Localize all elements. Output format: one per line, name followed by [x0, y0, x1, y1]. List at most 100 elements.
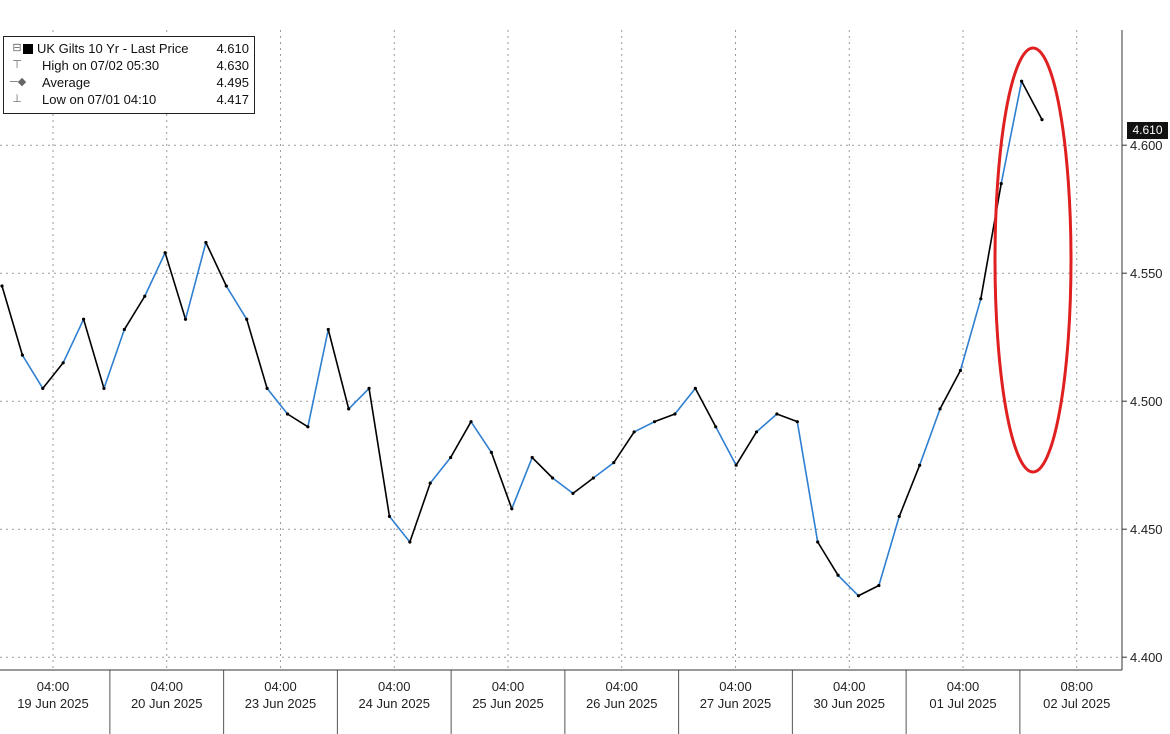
data-point: [714, 425, 718, 429]
x-tick-time: 04:00: [378, 679, 411, 694]
x-tick-date: 23 Jun 2025: [245, 696, 317, 711]
series-segment: [490, 452, 513, 509]
series-segment: [918, 408, 941, 466]
data-point: [591, 476, 595, 480]
legend-average-label: Average: [42, 75, 91, 90]
data-point: [163, 251, 167, 255]
series-segment: [1000, 81, 1023, 184]
average-marker-icon: ─◆: [10, 76, 27, 88]
series-segment: [837, 574, 860, 597]
data-point: [734, 463, 738, 467]
data-point: [632, 430, 636, 434]
data-point: [245, 317, 249, 321]
series-segment: [898, 464, 921, 517]
series-segment: [592, 462, 615, 479]
data-point: [143, 294, 147, 298]
series-segment: [817, 541, 839, 576]
y-tick-label: 4.550: [1130, 266, 1163, 281]
legend-high-value: 4.630: [216, 58, 249, 73]
series-segment: [1, 285, 24, 356]
series-segment: [654, 413, 676, 423]
series-segment: [572, 477, 594, 494]
series-segment: [144, 252, 166, 297]
last-price-badge: 4.610: [1127, 122, 1168, 139]
x-tick-time: 04:00: [947, 679, 980, 694]
series-segment: [287, 413, 309, 428]
series-segment: [348, 387, 370, 410]
series-segment: [307, 329, 330, 427]
data-point: [265, 386, 269, 390]
highlight-ellipse: [993, 46, 1073, 474]
legend-low-value: 4.417: [216, 92, 249, 107]
x-tick-time: 04:00: [833, 679, 866, 694]
series-segment: [613, 431, 635, 464]
data-point: [979, 297, 983, 301]
expand-icon[interactable]: ⊟: [12, 42, 22, 54]
series-segment: [21, 354, 44, 389]
x-tick-time: 08:00: [1060, 679, 1093, 694]
series-segment: [1020, 80, 1043, 120]
data-point: [999, 182, 1003, 186]
series-segment: [368, 388, 391, 517]
data-point: [877, 583, 881, 588]
series-segment: [164, 252, 187, 320]
data-point: [652, 420, 657, 424]
series-segment: [245, 319, 268, 389]
series-segment: [470, 421, 493, 453]
data-point: [673, 412, 677, 416]
series-segment: [388, 515, 411, 543]
data-point: [204, 240, 208, 245]
x-tick-date: 24 Jun 2025: [358, 696, 430, 711]
x-tick-time: 04:00: [264, 679, 297, 694]
x-tick-date: 25 Jun 2025: [472, 696, 544, 711]
x-tick-date: 27 Jun 2025: [700, 696, 772, 711]
series-segment: [184, 242, 207, 320]
legend-title: UK Gilts 10 Yr - Last Price: [37, 41, 189, 56]
series-segment: [755, 413, 778, 433]
legend-high-label: High on 07/02 05:30: [42, 58, 160, 73]
data-point: [510, 507, 514, 511]
data-point: [897, 514, 901, 519]
legend-last-value: 4.610: [216, 41, 249, 56]
series-segment: [715, 426, 737, 466]
series-segment: [552, 477, 574, 494]
series-segment: [225, 285, 248, 320]
data-point: [81, 317, 86, 321]
y-tick-label: 4.500: [1130, 394, 1163, 409]
data-point: [938, 407, 942, 411]
data-point: [285, 412, 290, 416]
data-point: [836, 573, 840, 577]
series-segment: [123, 295, 146, 330]
data-point: [530, 455, 534, 460]
x-tick-date: 01 Jul 2025: [929, 696, 996, 711]
series-segment: [694, 388, 717, 428]
series-segment: [878, 516, 901, 586]
x-tick-time: 04:00: [719, 679, 752, 694]
data-point: [754, 430, 759, 434]
data-point: [347, 407, 351, 411]
data-point: [550, 476, 555, 480]
data-point: [387, 514, 392, 519]
data-point: [20, 353, 24, 357]
x-tick-date: 19 Jun 2025: [17, 696, 89, 711]
data-point: [408, 540, 412, 544]
x-tick-date: 26 Jun 2025: [586, 696, 658, 711]
data-point: [428, 481, 432, 485]
data-point: [612, 461, 616, 465]
x-tick-time: 04:00: [605, 679, 638, 694]
x-tick-time: 04:00: [150, 679, 183, 694]
series-segment: [429, 457, 452, 484]
data-point: [367, 386, 371, 390]
series-segment: [735, 431, 758, 466]
data-point: [795, 420, 799, 424]
legend-low-label: Low on 07/01 04:10: [42, 92, 157, 107]
series-segment: [205, 242, 228, 287]
chart-legend: ⊟ UK Gilts 10 Yr - Last Price 4.610 ⊤ Hi…: [3, 36, 255, 114]
series-segment: [959, 298, 982, 371]
y-tick-label: 4.450: [1130, 522, 1163, 537]
data-point: [489, 450, 494, 454]
data-point: [816, 540, 820, 544]
series-segment: [449, 421, 472, 458]
data-point: [1020, 79, 1024, 83]
x-tick-date: 02 Jul 2025: [1043, 696, 1110, 711]
